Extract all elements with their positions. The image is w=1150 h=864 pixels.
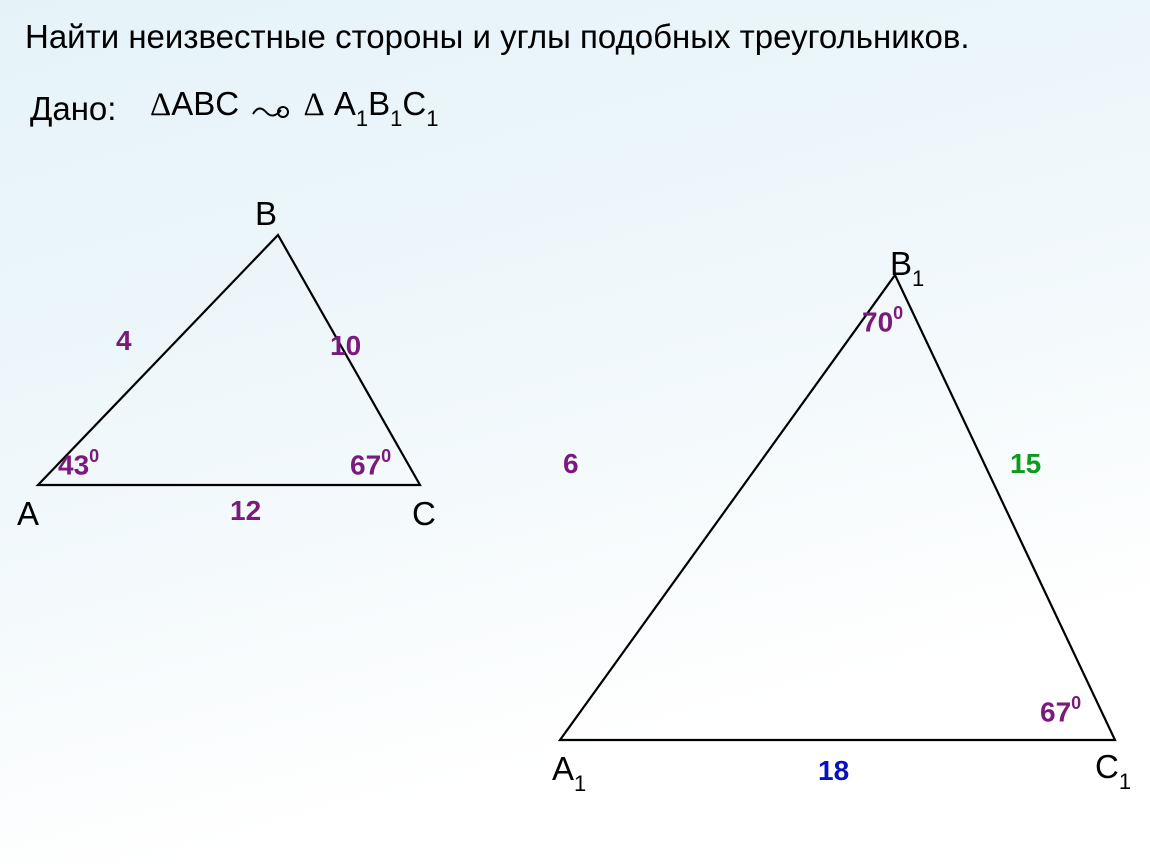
vertex-b-label: В bbox=[255, 195, 277, 233]
side-a1b1-label: 6 bbox=[563, 448, 579, 480]
slide-canvas: Найти неизвестные стороны и углы подобны… bbox=[0, 0, 1150, 864]
vertex-a-label: А bbox=[17, 495, 39, 533]
given-expression: ΔABC Δ A1B1C1 bbox=[150, 85, 438, 129]
vertex-c1-label: С1 bbox=[1095, 748, 1131, 792]
side-ac-label: 12 bbox=[230, 495, 261, 527]
similar-icon bbox=[251, 94, 291, 118]
angle-c-label: 670 bbox=[350, 448, 391, 481]
angle-a-label: 430 bbox=[58, 448, 99, 481]
tri2-c: C bbox=[402, 85, 426, 122]
vertex-b1-label: В1 bbox=[890, 245, 924, 289]
tri2-a: A bbox=[334, 85, 356, 122]
vertex-a1-label: А1 bbox=[552, 750, 586, 794]
title-text: Найти неизвестные стороны и углы подобны… bbox=[25, 18, 970, 56]
triangle-a1b1c1-poly bbox=[560, 275, 1115, 740]
side-b1c1-label: 15 bbox=[1010, 448, 1041, 480]
given-label: Дано: bbox=[30, 90, 116, 128]
tri1-name: ABC bbox=[171, 85, 239, 122]
triangle-a1b1c1-svg bbox=[500, 255, 1140, 765]
vertex-c-label: С bbox=[412, 495, 436, 533]
side-a1c1-label: 18 bbox=[818, 755, 849, 787]
angle-c1-label: 670 bbox=[1040, 695, 1081, 728]
tri2-b: B bbox=[368, 85, 390, 122]
side-ab-label: 4 bbox=[116, 325, 132, 357]
side-bc-label: 10 bbox=[330, 330, 361, 362]
angle-b1-label: 700 bbox=[862, 305, 903, 338]
